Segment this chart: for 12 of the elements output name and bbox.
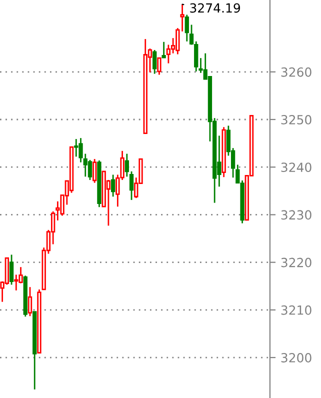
y-tick-label: 3200 <box>281 353 312 362</box>
candlestick <box>110 174 116 198</box>
y-tick-label: 3210 <box>281 305 312 315</box>
y-tick-label: 3250 <box>281 114 312 124</box>
y-tick-label: 3230 <box>281 210 312 220</box>
candlestick <box>124 153 129 178</box>
annotation: 3274.19 <box>190 3 240 13</box>
candlestick <box>222 126 226 178</box>
y-tick-label: 3220 <box>281 258 312 268</box>
candlestick <box>180 4 184 32</box>
y-tick-label: 3240 <box>281 162 312 172</box>
y-tick-label: 3260 <box>281 67 312 77</box>
